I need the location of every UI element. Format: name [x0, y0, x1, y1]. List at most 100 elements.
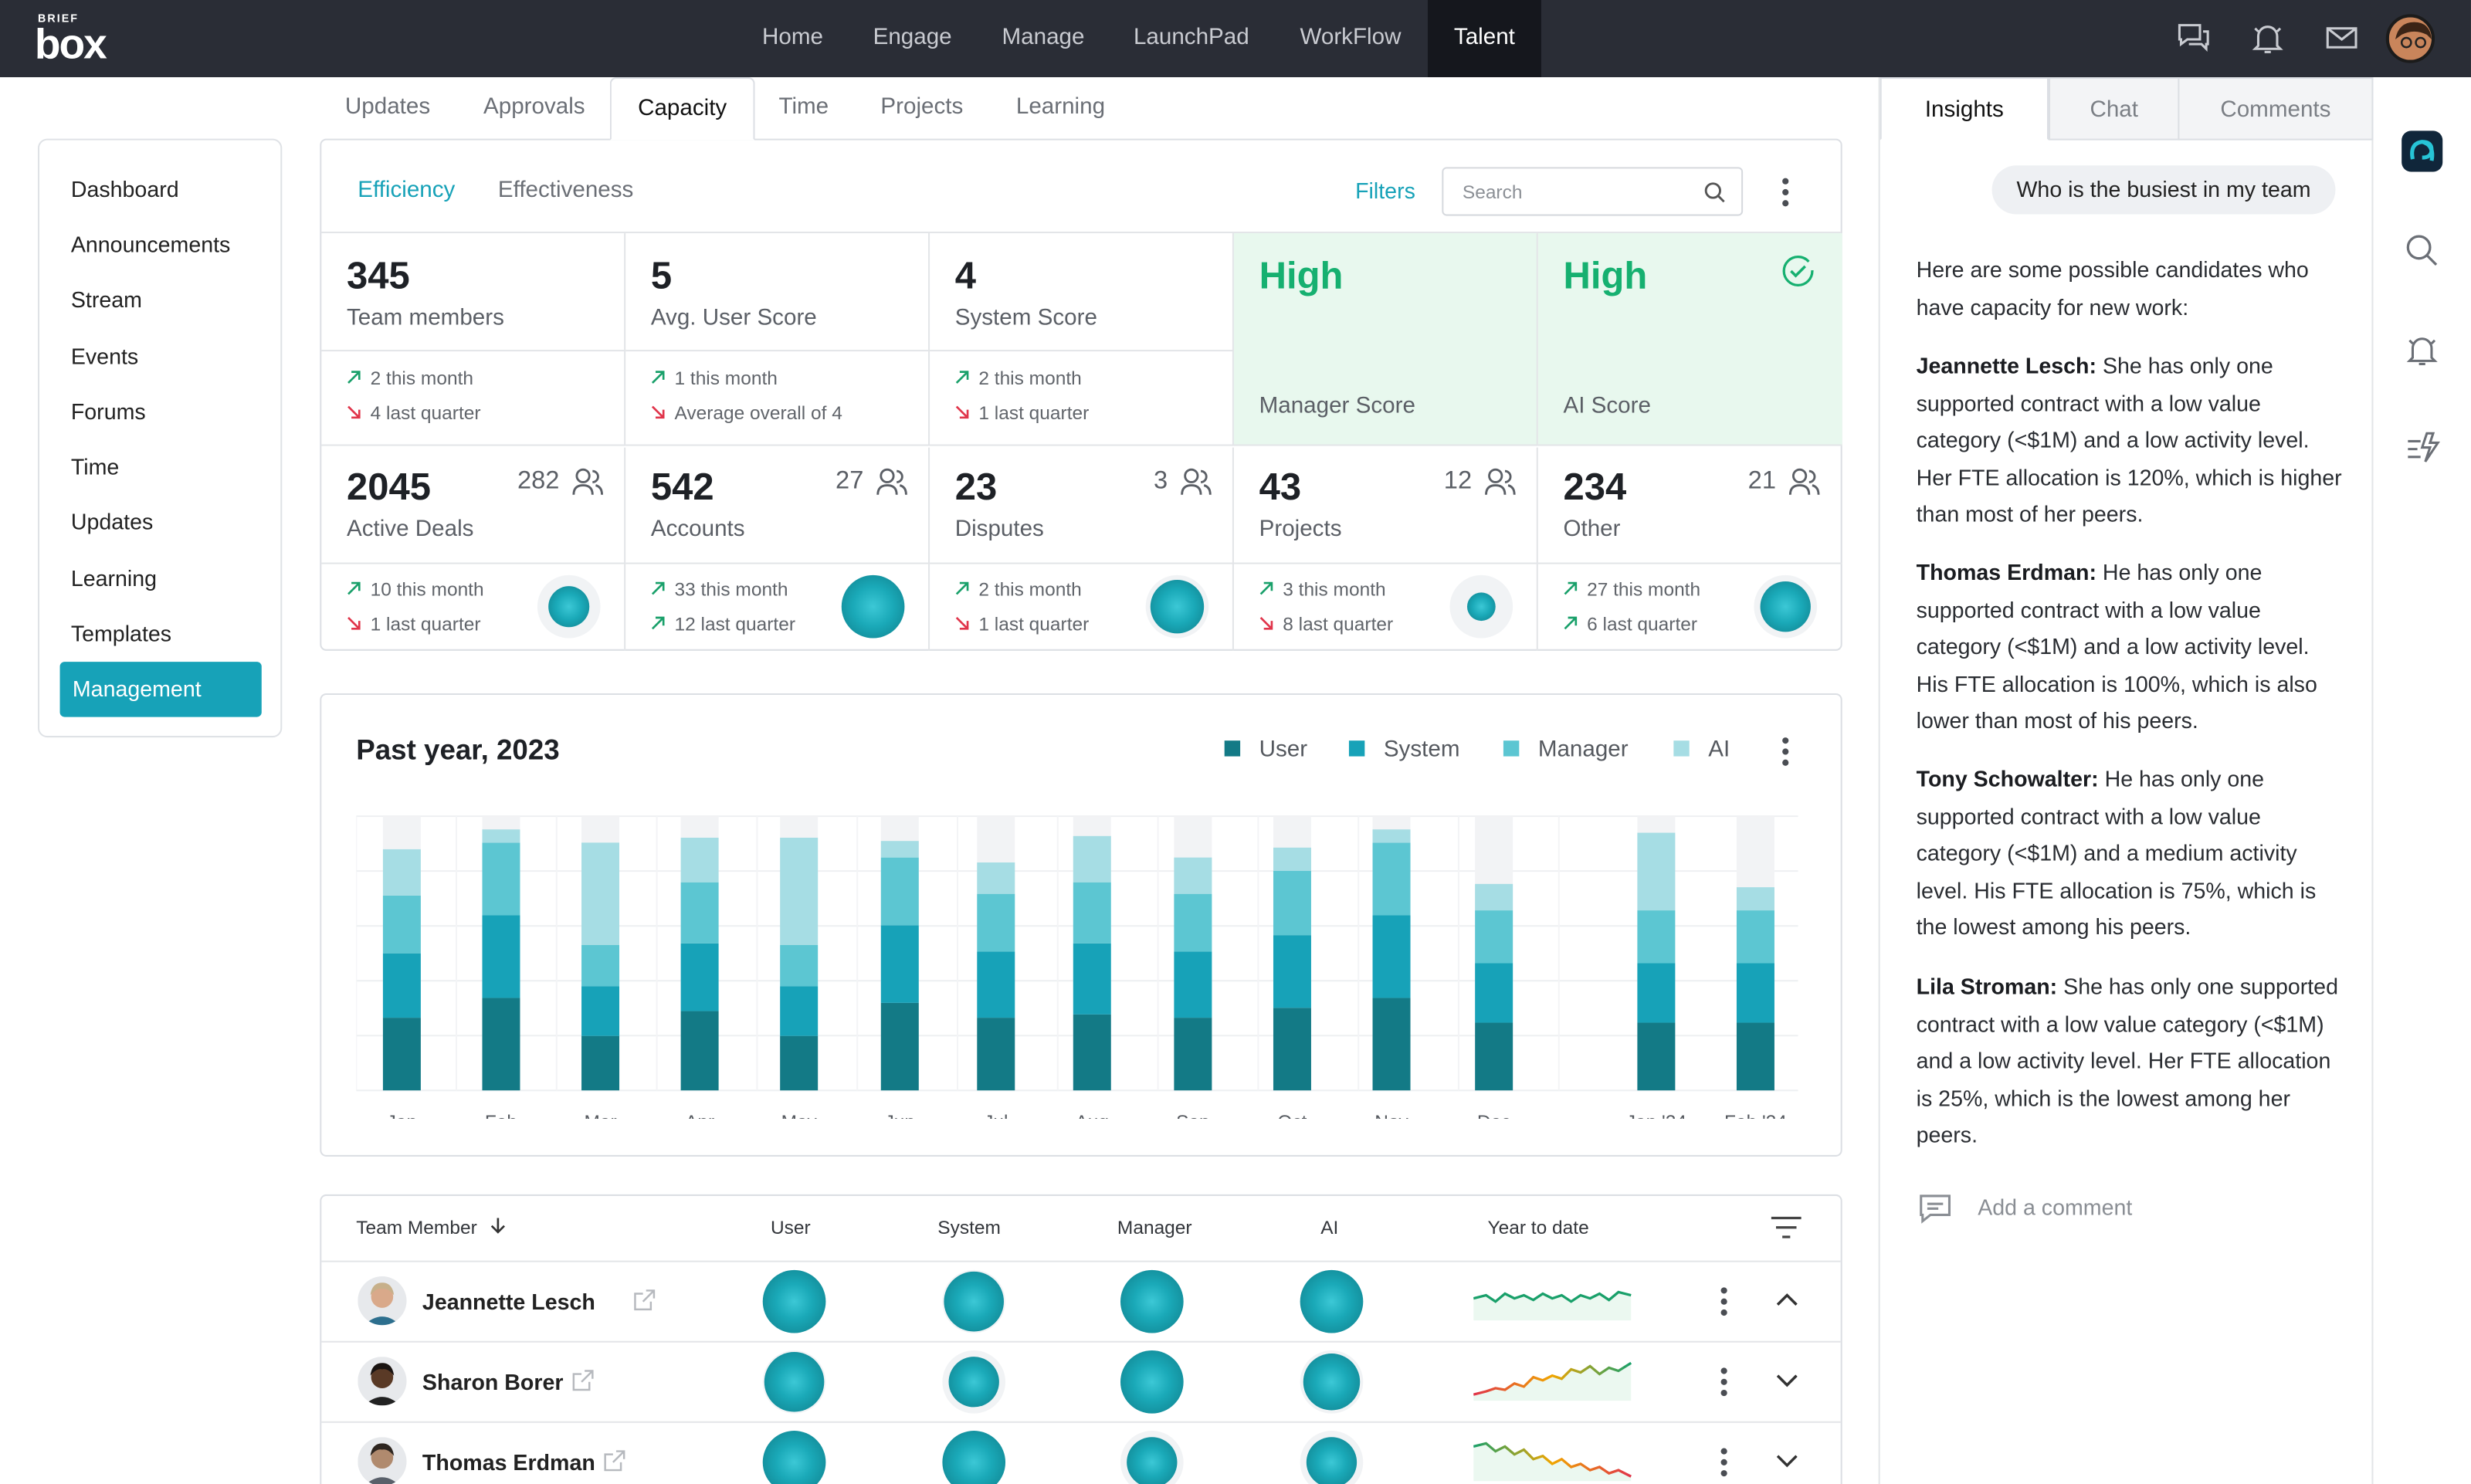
- score-dot[interactable]: [1120, 1269, 1184, 1333]
- tab-efficiency[interactable]: Efficiency: [358, 178, 456, 204]
- bar-segment-manager[interactable]: [1637, 910, 1676, 964]
- add-comment-input[interactable]: Add a comment: [1978, 1194, 2133, 1220]
- tab-chat[interactable]: Chat: [2049, 76, 2180, 141]
- bar-segment-ai[interactable]: [780, 837, 819, 945]
- bar-segment-manager[interactable]: [780, 944, 819, 987]
- score-dot[interactable]: [1127, 1437, 1178, 1484]
- th-year-to-date[interactable]: Year to date: [1487, 1216, 1589, 1239]
- bar-segment-manager[interactable]: [977, 893, 1015, 952]
- bar-segment-system[interactable]: [482, 915, 520, 998]
- score-dot[interactable]: [1120, 1350, 1184, 1414]
- bar-segment-system[interactable]: [977, 951, 1015, 1018]
- score-dot[interactable]: [942, 1431, 1006, 1484]
- sidebar-item-learning[interactable]: Learning: [70, 565, 158, 591]
- bar-segment-manager[interactable]: [1273, 870, 1311, 936]
- bar-segment-ai[interactable]: [977, 862, 1015, 894]
- bar-segment-user[interactable]: [581, 1035, 620, 1091]
- chat-icon[interactable]: [2174, 19, 2212, 56]
- score-dot[interactable]: [762, 1269, 826, 1333]
- bell-icon[interactable]: [2403, 331, 2441, 369]
- bar-segment-ai[interactable]: [1637, 832, 1676, 911]
- nav-manage[interactable]: Manage: [1002, 25, 1085, 51]
- score-dot[interactable]: [1303, 1354, 1361, 1411]
- search-input[interactable]: Search: [1442, 167, 1744, 216]
- external-link-icon[interactable]: [604, 1450, 626, 1472]
- bar-segment-ai[interactable]: [382, 849, 421, 896]
- bar-segment-user[interactable]: [880, 1002, 919, 1091]
- th-ai[interactable]: AI: [1320, 1216, 1339, 1239]
- bar-segment-ai[interactable]: [1736, 887, 1774, 911]
- external-link-icon[interactable]: [633, 1289, 656, 1311]
- bar-segment-user[interactable]: [977, 1018, 1015, 1091]
- bar-segment-manager[interactable]: [1475, 910, 1513, 964]
- score-dot[interactable]: [944, 1271, 1004, 1332]
- brand-logo[interactable]: BRIEF box: [35, 14, 133, 67]
- nav-launchpad[interactable]: LaunchPad: [1133, 25, 1249, 51]
- bar-segment-user[interactable]: [1273, 1008, 1311, 1091]
- bar-segment-system[interactable]: [1073, 943, 1111, 1015]
- bar-segment-ai[interactable]: [680, 837, 719, 883]
- bar-segment-user[interactable]: [1736, 1022, 1774, 1091]
- sidebar-item-events[interactable]: Events: [70, 343, 139, 369]
- row-menu-icon[interactable]: [1720, 1367, 1727, 1397]
- bar-segment-user[interactable]: [1475, 1022, 1513, 1091]
- bar-segment-user[interactable]: [1372, 998, 1411, 1091]
- bar-segment-system[interactable]: [1372, 915, 1411, 998]
- subtab-updates[interactable]: Updates: [344, 94, 431, 120]
- panel-menu-icon[interactable]: [1782, 178, 1789, 207]
- member-name[interactable]: Jeannette Lesch: [422, 1289, 595, 1315]
- bar-segment-ai[interactable]: [1475, 883, 1513, 911]
- score-dot[interactable]: [948, 1357, 999, 1408]
- sidebar-item-forums[interactable]: Forums: [70, 398, 146, 424]
- sidebar-item-stream[interactable]: Stream: [70, 286, 142, 313]
- tab-comments[interactable]: Comments: [2178, 76, 2374, 141]
- th-team-member[interactable]: Team Member: [356, 1216, 507, 1238]
- bar-segment-system[interactable]: [382, 953, 421, 1018]
- nav-workflow[interactable]: WorkFlow: [1300, 25, 1402, 51]
- tab-insights[interactable]: Insights: [1880, 76, 2049, 141]
- sidebar-item-templates[interactable]: Templates: [70, 621, 172, 646]
- subtab-learning[interactable]: Learning: [1015, 94, 1106, 120]
- bell-icon[interactable]: [2249, 19, 2286, 56]
- bar-segment-ai[interactable]: [1372, 829, 1411, 843]
- subtab-capacity[interactable]: Capacity: [609, 76, 755, 141]
- chart-menu-icon[interactable]: [1782, 737, 1789, 766]
- chevron-down-icon[interactable]: [1774, 1373, 1800, 1388]
- bar-segment-manager[interactable]: [680, 882, 719, 944]
- chevron-up-icon[interactable]: [1774, 1292, 1800, 1307]
- bar-segment-system[interactable]: [581, 986, 620, 1036]
- sidebar-item-management[interactable]: Management: [59, 662, 262, 717]
- bar-segment-ai[interactable]: [1273, 847, 1311, 871]
- bar-segment-system[interactable]: [1736, 963, 1774, 1023]
- bar-segment-manager[interactable]: [1073, 882, 1111, 944]
- bar-segment-user[interactable]: [482, 998, 520, 1091]
- bar-segment-manager[interactable]: [880, 857, 919, 926]
- external-link-icon[interactable]: [572, 1369, 595, 1391]
- tab-effectiveness[interactable]: Effectiveness: [497, 178, 634, 204]
- bar-segment-user[interactable]: [680, 1011, 719, 1091]
- assistant-logo-icon[interactable]: [2400, 129, 2444, 173]
- member-name[interactable]: Sharon Borer: [422, 1369, 564, 1395]
- bar-segment-system[interactable]: [1475, 963, 1513, 1023]
- subtab-projects[interactable]: Projects: [880, 94, 964, 120]
- bar-segment-ai[interactable]: [880, 841, 919, 858]
- score-dot[interactable]: [764, 1352, 825, 1412]
- bar-segment-system[interactable]: [1273, 935, 1311, 1008]
- row-menu-icon[interactable]: [1720, 1287, 1727, 1316]
- row-menu-icon[interactable]: [1720, 1448, 1727, 1477]
- nav-engage[interactable]: Engage: [873, 25, 952, 51]
- subtab-time[interactable]: Time: [778, 94, 829, 120]
- bar-segment-manager[interactable]: [1174, 893, 1212, 952]
- bar-segment-user[interactable]: [780, 1035, 819, 1091]
- bar-segment-user[interactable]: [382, 1018, 421, 1091]
- sidebar-item-dashboard[interactable]: Dashboard: [70, 176, 179, 202]
- bar-segment-user[interactable]: [1174, 1018, 1212, 1091]
- sidebar-item-updates[interactable]: Updates: [70, 509, 154, 534]
- bar-segment-ai[interactable]: [1174, 857, 1212, 894]
- bar-segment-system[interactable]: [1637, 963, 1676, 1023]
- subtab-approvals[interactable]: Approvals: [483, 94, 585, 120]
- user-avatar[interactable]: [2385, 14, 2435, 63]
- sidebar-item-announcements[interactable]: Announcements: [70, 231, 231, 257]
- filters-link[interactable]: Filters: [1355, 178, 1415, 204]
- quick-actions-icon[interactable]: [2403, 429, 2441, 466]
